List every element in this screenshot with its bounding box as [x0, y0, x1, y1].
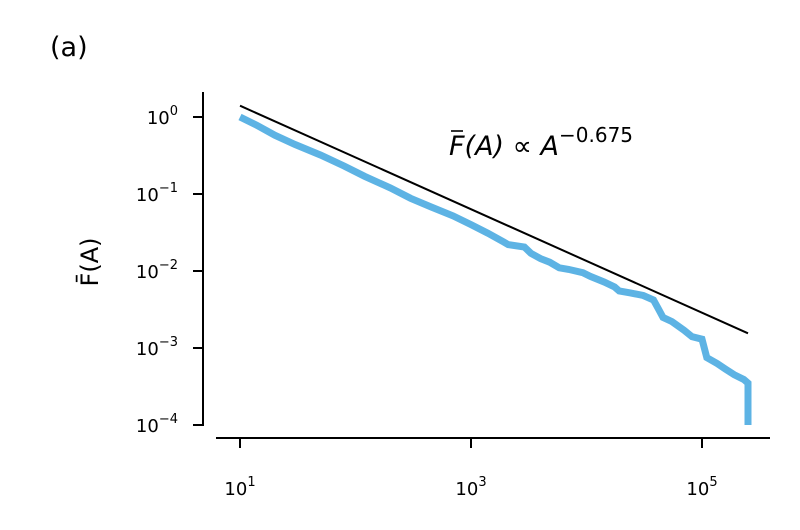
- annotation-exponent: −0.675: [559, 123, 633, 147]
- y-tick-label: 10−3: [136, 335, 178, 360]
- y-tick-label: 10−1: [136, 181, 178, 206]
- y-tick-label: 10−4: [136, 412, 178, 437]
- data-line: [238, 113, 752, 425]
- y-axis-label: F̄(A): [75, 238, 104, 287]
- y-tick-label: 100: [147, 104, 178, 129]
- x-tick-label: 103: [455, 475, 486, 500]
- x-tick-label: 101: [224, 475, 255, 500]
- y-ticks: 100 10−1 10−2 10−3 10−4: [136, 104, 203, 437]
- svg-text:F̄(A): F̄(A): [75, 238, 104, 287]
- fit-line: [239, 104, 749, 335]
- annotation-rel: ∝ A: [504, 131, 559, 162]
- annotation-lhs: F(A): [449, 131, 504, 162]
- x-ticks: 101 103 105: [224, 438, 718, 500]
- fit-annotation: F(A) ∝ A−0.675: [449, 123, 633, 162]
- svg-text:F(A) ∝ A−0.675: F(A) ∝ A−0.675: [449, 123, 633, 162]
- y-tick-label: 10−2: [136, 258, 178, 283]
- y-axis-label-text: F̄(A): [75, 238, 104, 287]
- plot-area: 100 10−1 10−2 10−3 10−4 101 103 105: [136, 92, 770, 500]
- panel-label: (a): [50, 32, 88, 63]
- x-tick-label: 105: [686, 475, 717, 500]
